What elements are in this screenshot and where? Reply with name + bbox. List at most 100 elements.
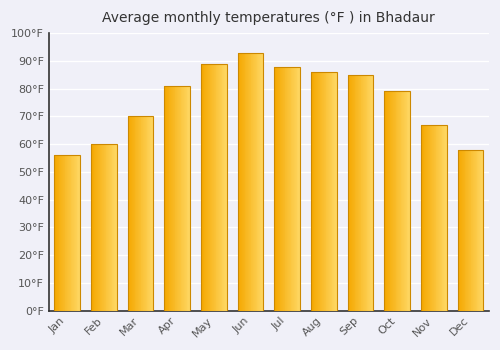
Bar [104,144,106,310]
Bar [110,144,112,310]
Bar [388,91,390,310]
Bar [184,86,185,310]
Bar [348,75,374,310]
Bar [214,64,216,310]
Bar [283,66,284,310]
Bar [433,125,434,310]
Bar [274,66,275,310]
Bar [364,75,365,310]
Bar [474,150,475,310]
Bar [167,86,168,310]
Bar [330,72,332,310]
Bar [421,125,422,310]
Bar [369,75,370,310]
Bar [384,91,410,310]
Bar [482,150,484,310]
Bar [386,91,387,310]
Bar [371,75,372,310]
Bar [58,155,59,310]
Bar [400,91,402,310]
Bar [399,91,400,310]
Bar [405,91,406,310]
Bar [250,52,252,310]
Bar [422,125,423,310]
Bar [108,144,109,310]
Bar [284,66,286,310]
Bar [188,86,189,310]
Bar [286,66,287,310]
Bar [249,52,250,310]
Bar [320,72,322,310]
Bar [282,66,283,310]
Bar [252,52,253,310]
Bar [281,66,282,310]
Bar [467,150,468,310]
Bar [421,125,446,310]
Bar [462,150,463,310]
Bar [96,144,97,310]
Bar [168,86,170,310]
Bar [323,72,324,310]
Bar [458,150,483,310]
Bar [109,144,110,310]
Bar [133,117,134,310]
Bar [164,86,165,310]
Bar [186,86,188,310]
Bar [94,144,96,310]
Bar [296,66,298,310]
Bar [256,52,258,310]
Bar [79,155,80,310]
Bar [423,125,424,310]
Bar [329,72,330,310]
Bar [394,91,396,310]
Bar [317,72,318,310]
Bar [222,64,224,310]
Bar [145,117,146,310]
Bar [312,72,314,310]
Bar [170,86,171,310]
Bar [238,52,240,310]
Bar [146,117,148,310]
Bar [261,52,262,310]
Bar [247,52,248,310]
Bar [398,91,399,310]
Bar [479,150,480,310]
Bar [258,52,259,310]
Bar [396,91,397,310]
Bar [92,144,94,310]
Bar [225,64,226,310]
Bar [387,91,388,310]
Bar [432,125,433,310]
Bar [481,150,482,310]
Bar [134,117,136,310]
Bar [176,86,177,310]
Bar [442,125,444,310]
Bar [115,144,116,310]
Bar [322,72,323,310]
Bar [404,91,405,310]
Bar [391,91,392,310]
Bar [463,150,464,310]
Bar [55,155,56,310]
Bar [311,72,312,310]
Bar [224,64,225,310]
Bar [174,86,176,310]
Bar [436,125,438,310]
Bar [350,75,351,310]
Bar [57,155,58,310]
Bar [356,75,357,310]
Bar [475,150,476,310]
Bar [68,155,69,310]
Bar [103,144,104,310]
Bar [91,144,92,310]
Bar [439,125,440,310]
Bar [335,72,336,310]
Bar [240,52,241,310]
Bar [143,117,144,310]
Bar [183,86,184,310]
Bar [204,64,206,310]
Bar [324,72,326,310]
Bar [76,155,78,310]
Bar [97,144,98,310]
Bar [466,150,467,310]
